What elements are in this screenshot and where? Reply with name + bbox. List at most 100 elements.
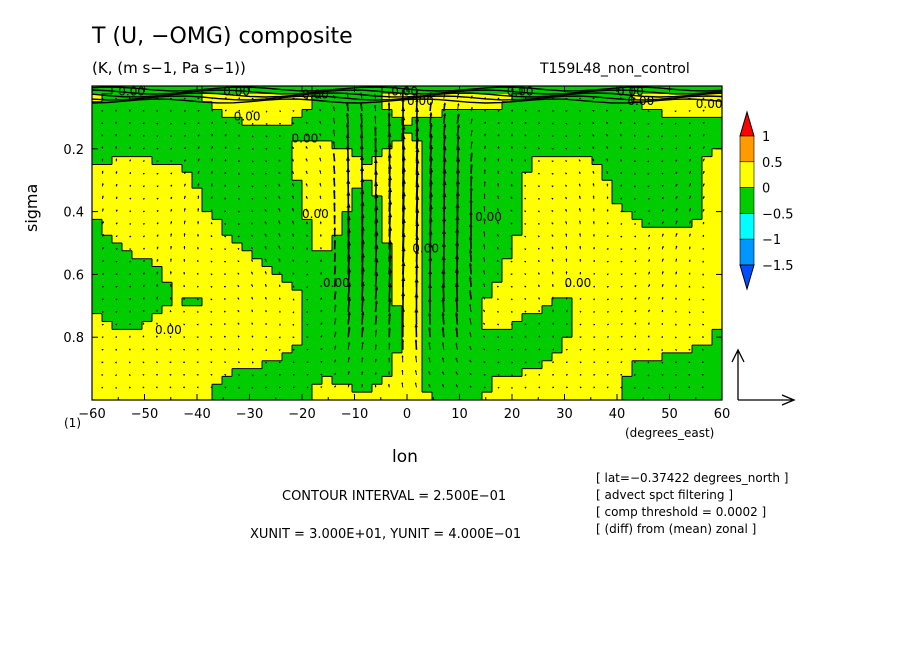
field-cell: [682, 250, 693, 260]
field-cell: [92, 203, 103, 213]
wind-vector-head: [129, 235, 132, 238]
wind-vector-head: [347, 311, 351, 316]
wind-vector-head: [129, 386, 132, 389]
field-cell: [342, 321, 353, 330]
field-cell: [152, 250, 163, 260]
wind-vector-head: [387, 312, 392, 316]
field-cell: [382, 148, 393, 158]
wind-vector-head: [565, 283, 568, 286]
field-cell: [172, 203, 183, 213]
wind-vector-head: [578, 122, 582, 125]
wind-vector-head: [496, 233, 499, 236]
wind-vector-head: [183, 147, 187, 150]
field-cell: [372, 235, 383, 244]
field-cell: [482, 164, 493, 173]
wind-vector-head: [251, 258, 254, 262]
wind-vector-head: [265, 348, 268, 351]
field-cell: [402, 313, 413, 323]
wind-vector-head: [101, 259, 104, 263]
field-cell: [412, 321, 423, 330]
wind-vector-head: [441, 229, 447, 234]
wind-vector-head: [251, 222, 254, 225]
field-cell: [282, 235, 293, 244]
wind-vector-head: [224, 184, 227, 187]
field-cell: [92, 290, 103, 299]
field-cell: [492, 93, 503, 103]
wind-vector-head: [455, 168, 461, 173]
field-cell: [472, 250, 483, 260]
field-cell: [142, 211, 153, 221]
contour-label: 0.00: [155, 323, 182, 337]
field-cell: [452, 337, 463, 346]
field-cell: [322, 133, 333, 142]
field-cell: [582, 140, 593, 150]
wind-vector-head: [441, 297, 446, 302]
wind-vector-head: [538, 147, 541, 150]
field-cell: [642, 211, 653, 221]
wind-vector-head: [702, 121, 705, 125]
field-cell: [192, 313, 203, 323]
wind-vector-head: [101, 233, 104, 237]
field-cell: [372, 164, 383, 173]
field-cell: [582, 133, 593, 142]
field-cell: [382, 258, 393, 268]
field-cell: [92, 329, 103, 338]
wind-vector-head: [469, 372, 472, 376]
field-cell: [152, 172, 163, 181]
field-cell: [702, 337, 713, 346]
field-cell: [312, 227, 323, 236]
field-cell: [332, 109, 343, 118]
field-cell: [672, 250, 683, 260]
wind-vector-head: [210, 260, 213, 263]
field-cell: [582, 109, 593, 118]
wind-vector-head: [483, 109, 487, 112]
wind-vector-head: [101, 361, 104, 364]
field-cell: [462, 148, 473, 158]
wind-vector-head: [197, 170, 200, 173]
wind-vector-head: [565, 270, 568, 273]
field-cell: [172, 188, 183, 197]
field-cell: [512, 219, 523, 228]
wind-vector-head: [359, 112, 363, 116]
field-cell: [702, 313, 713, 323]
field-cell: [582, 243, 593, 252]
field-cell: [582, 250, 593, 260]
field-cell: [372, 266, 383, 275]
field-cell: [502, 164, 513, 173]
field-cell: [232, 243, 243, 252]
field-cell: [572, 203, 583, 213]
wind-vector-head: [305, 221, 309, 224]
wind-vector-head: [129, 373, 132, 377]
field-cell: [392, 297, 403, 307]
field-cell: [242, 305, 253, 315]
field-cell: [472, 282, 483, 291]
wind-vector-head: [374, 257, 379, 263]
wind-vector-head: [374, 384, 377, 387]
field-cell: [442, 140, 453, 150]
field-cell: [712, 180, 722, 189]
wind-vector-head: [278, 310, 282, 313]
x-tick-label: 30: [556, 407, 573, 422]
field-cell: [162, 109, 173, 118]
field-cell: [252, 352, 263, 362]
field-cell: [342, 329, 353, 338]
field-cell: [612, 352, 623, 362]
wind-vector-head: [128, 322, 131, 326]
field-cell: [292, 109, 303, 118]
field-cell: [482, 125, 493, 134]
wind-vector-head: [702, 182, 705, 186]
field-cell: [702, 258, 713, 268]
field-cell: [322, 384, 333, 393]
field-cell: [192, 337, 203, 346]
field-cell: [442, 266, 453, 275]
wind-vector-head: [305, 195, 308, 198]
field-cell: [302, 117, 313, 126]
wind-vector-head: [524, 235, 527, 238]
field-cell: [432, 337, 443, 346]
field-cell: [322, 172, 333, 181]
wind-vector-head: [660, 110, 663, 113]
wind-vector-head: [264, 296, 268, 299]
wind-vector-head: [674, 349, 678, 352]
wind-vector-head: [620, 197, 623, 200]
field-cell: [112, 384, 123, 393]
